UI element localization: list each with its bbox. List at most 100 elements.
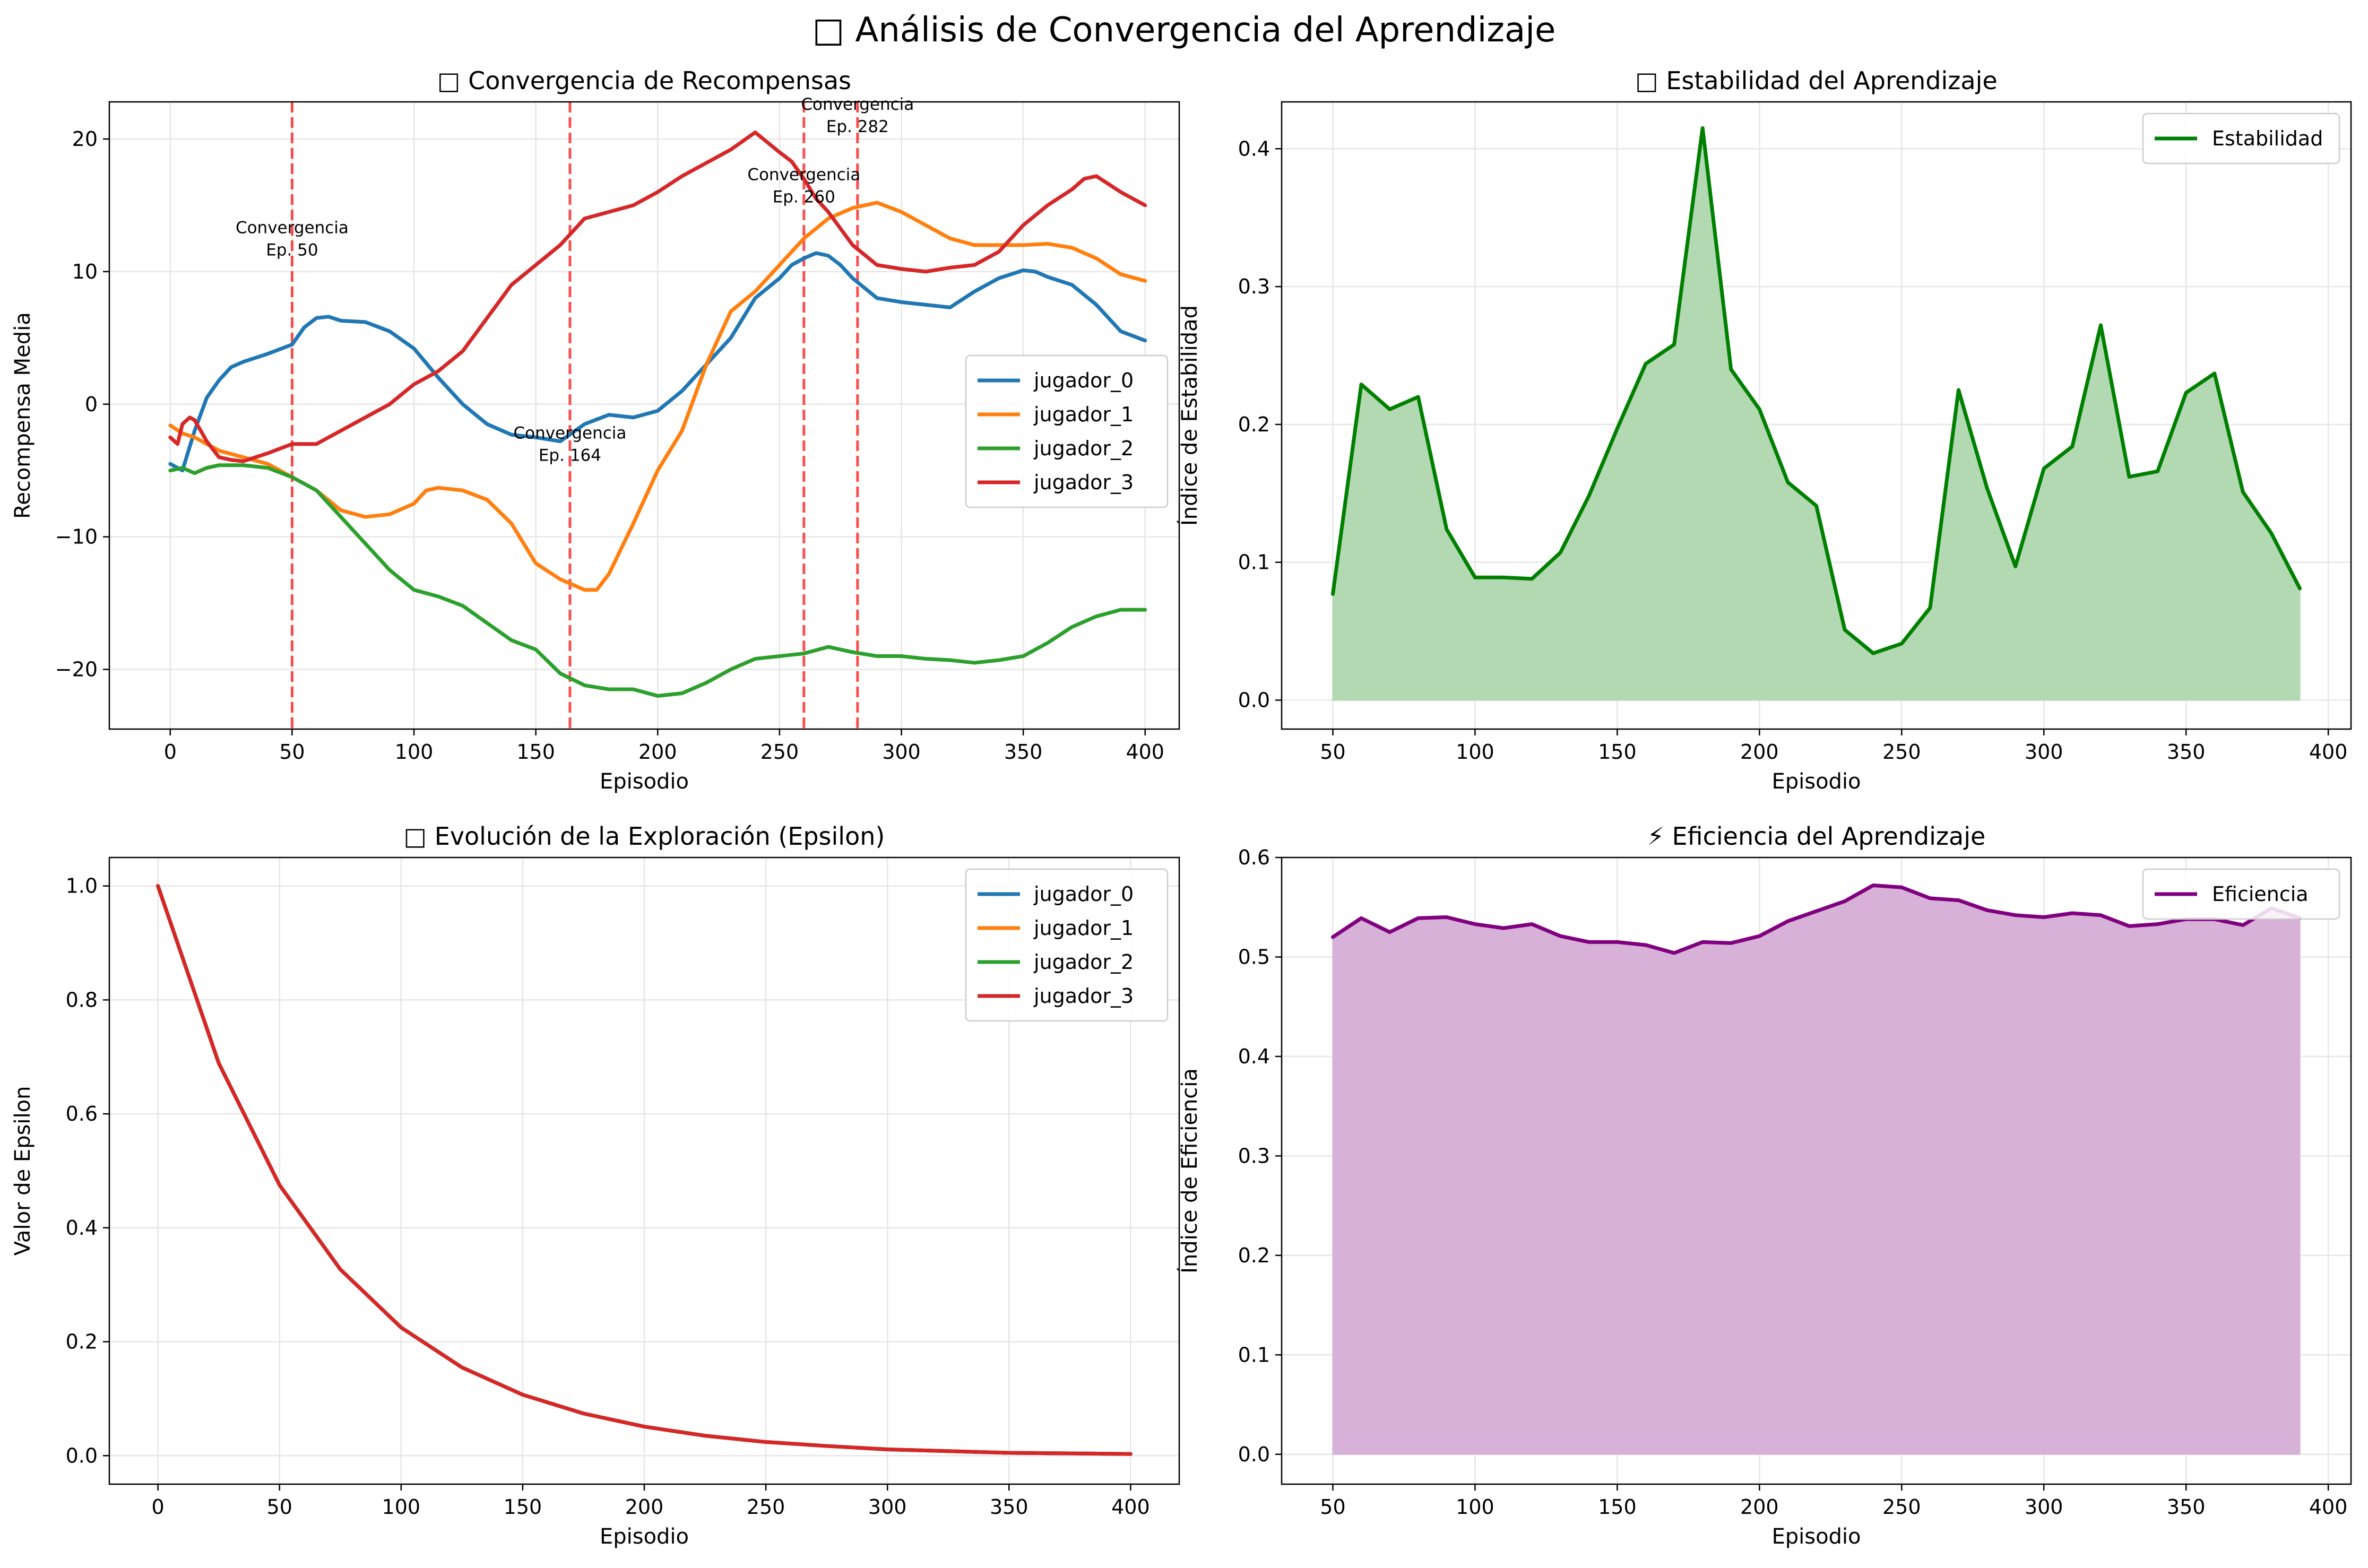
- x-tick-label: 100: [1456, 740, 1494, 764]
- convergence-label: Ep. 164: [539, 446, 601, 465]
- x-tick-label: 50: [1320, 1495, 1345, 1519]
- legend-label: Eficiencia: [2212, 882, 2309, 906]
- chart-panel-1: 50 100 150 200 250 300 350 400 0.0 0.1 0.2 0.3 0.4 □ …: [1177, 66, 2352, 794]
- legend-box: [2142, 112, 2340, 164]
- chart-title: □ Convergencia de Recompensas: [437, 66, 851, 95]
- legend-label: jugador_3: [1033, 984, 1134, 1008]
- x-tick-label: 100: [395, 740, 434, 764]
- x-tick-label: 250: [1882, 1495, 1921, 1519]
- y-tick-label: 20: [72, 127, 98, 151]
- y-tick-label: 0.1: [1238, 551, 1270, 574]
- axes-frame: [1281, 101, 2352, 730]
- convergence-label: Convergencia: [236, 218, 349, 237]
- x-tick-label: 150: [1598, 740, 1637, 764]
- series-line-jugador-0: [168, 251, 1147, 473]
- x-tick-label: 150: [504, 1495, 542, 1519]
- x-tick-label: 200: [625, 1495, 664, 1519]
- y-tick-label: 0.6: [1238, 846, 1270, 869]
- x-tick-label: 350: [1004, 740, 1043, 764]
- chart-panel-0: Convergencia Ep. 50 Convergencia Ep. 164 Con…: [11, 66, 1180, 794]
- y-tick-label: 0.8: [66, 988, 98, 1011]
- legend-box: [965, 868, 1169, 1022]
- x-tick-label: 150: [1598, 1495, 1637, 1519]
- x-tick-label: 250: [747, 1495, 785, 1519]
- x-axis-label: Episodio: [600, 769, 689, 794]
- x-tick-label: 350: [2167, 1495, 2206, 1519]
- y-tick-label: −10: [55, 525, 98, 549]
- legend-label: jugador_0: [1033, 882, 1134, 906]
- legend-label: jugador_2: [1033, 437, 1134, 460]
- series-line-jugador-3: [168, 130, 1147, 463]
- x-tick-label: 150: [516, 740, 555, 764]
- chart-title: ⚡ Eficiencia del Aprendizaje: [1647, 822, 1986, 851]
- legend: jugador_0 jugador_1 jugador_2 jugador_3: [965, 868, 1169, 1022]
- y-tick-label: −20: [55, 658, 98, 681]
- x-tick-label: 400: [2309, 1495, 2348, 1519]
- legend-label: jugador_1: [1033, 916, 1134, 940]
- plot-area: [1330, 126, 2302, 701]
- y-axis-label: Índice de Estabilidad: [1177, 305, 1202, 526]
- legend: Eficiencia: [2142, 868, 2340, 920]
- x-tick-label: 300: [2025, 740, 2063, 764]
- y-tick-label: 0.2: [66, 1330, 98, 1354]
- y-tick-label: 1.0: [66, 874, 98, 898]
- legend: Estabilidad: [2142, 112, 2340, 164]
- chart-title: □ Evolución de la Exploración (Epsilon): [404, 822, 885, 851]
- axes-frame: [108, 101, 1180, 730]
- chart-panel-3: 50 100 150 200 250 300 350 400 0.0 0.1 0.2 0.3 0.4 0.…: [1177, 822, 2352, 1549]
- x-tick-label: 400: [2309, 740, 2348, 764]
- convergence-label: Ep. 260: [773, 187, 835, 206]
- convergence-label: Convergencia: [513, 424, 626, 443]
- convergence-label: Ep. 282: [826, 117, 889, 136]
- y-tick-label: 10: [72, 260, 98, 283]
- y-tick-label: 0.2: [1238, 1244, 1270, 1267]
- plot-area: [168, 102, 1147, 729]
- x-tick-label: 300: [868, 1495, 907, 1519]
- y-tick-label: 0.2: [1238, 413, 1270, 436]
- x-tick-label: 200: [638, 740, 677, 764]
- chart-panel-2: 0 50 100 150 200 250 300 350 400 0.0 0.2 0.4 0.6 0.8 1…: [11, 822, 1180, 1549]
- y-tick-label: 0.5: [1238, 945, 1270, 968]
- y-tick-label: 0.0: [1238, 1443, 1270, 1466]
- plot-area: [1330, 883, 2302, 1455]
- legend-label: Estabilidad: [2212, 127, 2323, 150]
- figure-title: □ Análisis de Convergencia del Aprendiza…: [813, 11, 1556, 50]
- legend-label: jugador_0: [1033, 369, 1134, 392]
- axes-frame: [1281, 856, 2352, 1485]
- x-tick-label: 200: [1740, 740, 1779, 764]
- x-tick-label: 100: [382, 1495, 421, 1519]
- x-tick-label: 350: [990, 1495, 1029, 1519]
- x-tick-label: 0: [152, 1495, 165, 1519]
- x-tick-label: 300: [2025, 1495, 2063, 1519]
- y-axis-label: Recompensa Media: [11, 312, 35, 519]
- y-tick-label: 0.1: [1238, 1343, 1270, 1366]
- x-tick-label: 100: [1456, 1495, 1494, 1519]
- x-tick-label: 50: [1320, 740, 1345, 764]
- series-line-jugador-3: [156, 884, 1133, 1456]
- y-tick-label: 0.4: [66, 1216, 98, 1240]
- x-tick-label: 400: [1111, 1495, 1150, 1519]
- x-axis-label: Episodio: [600, 1524, 689, 1549]
- legend-box: [965, 354, 1169, 508]
- legend-box: [2142, 868, 2340, 920]
- x-tick-label: 350: [2167, 740, 2206, 764]
- y-tick-label: 0.6: [66, 1102, 98, 1125]
- y-tick-label: 0.4: [1238, 137, 1270, 160]
- legend-label: jugador_2: [1033, 950, 1134, 974]
- legend-label: jugador_3: [1033, 471, 1134, 494]
- plot-area: [156, 884, 1133, 1456]
- series-line-jugador-2: [168, 463, 1147, 698]
- x-tick-label: 300: [882, 740, 921, 764]
- y-tick-label: 0.0: [1238, 688, 1270, 712]
- series-area-eficiencia: [1332, 885, 2301, 1455]
- y-tick-label: 0.3: [1238, 275, 1270, 298]
- x-tick-label: 250: [760, 740, 799, 764]
- convergence-label: Ep. 50: [266, 240, 318, 259]
- x-tick-label: 250: [1882, 740, 1921, 764]
- convergence-label: Convergencia: [801, 95, 914, 114]
- x-tick-label: 50: [279, 740, 305, 764]
- x-tick-label: 200: [1740, 1495, 1779, 1519]
- x-tick-label: 50: [267, 1495, 292, 1519]
- y-axis-label: Índice de Eficiencia: [1177, 1068, 1202, 1274]
